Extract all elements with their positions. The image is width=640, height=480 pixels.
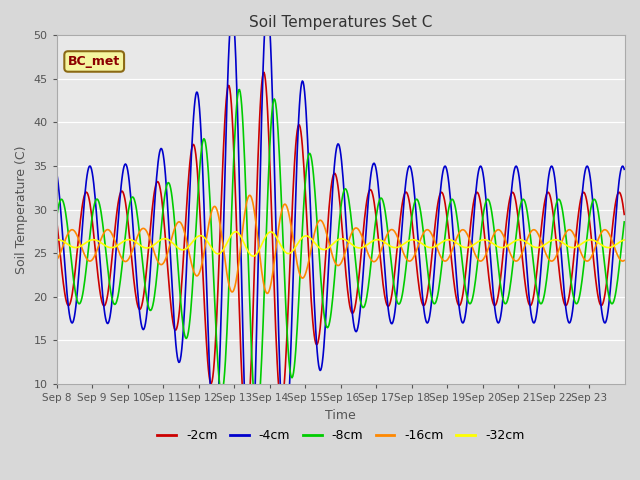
Title: Soil Temperatures Set C: Soil Temperatures Set C (249, 15, 433, 30)
Legend: -2cm, -4cm, -8cm, -16cm, -32cm: -2cm, -4cm, -8cm, -16cm, -32cm (152, 424, 529, 447)
Y-axis label: Soil Temperature (C): Soil Temperature (C) (15, 145, 28, 274)
X-axis label: Time: Time (326, 408, 356, 421)
Text: BC_met: BC_met (68, 55, 120, 68)
